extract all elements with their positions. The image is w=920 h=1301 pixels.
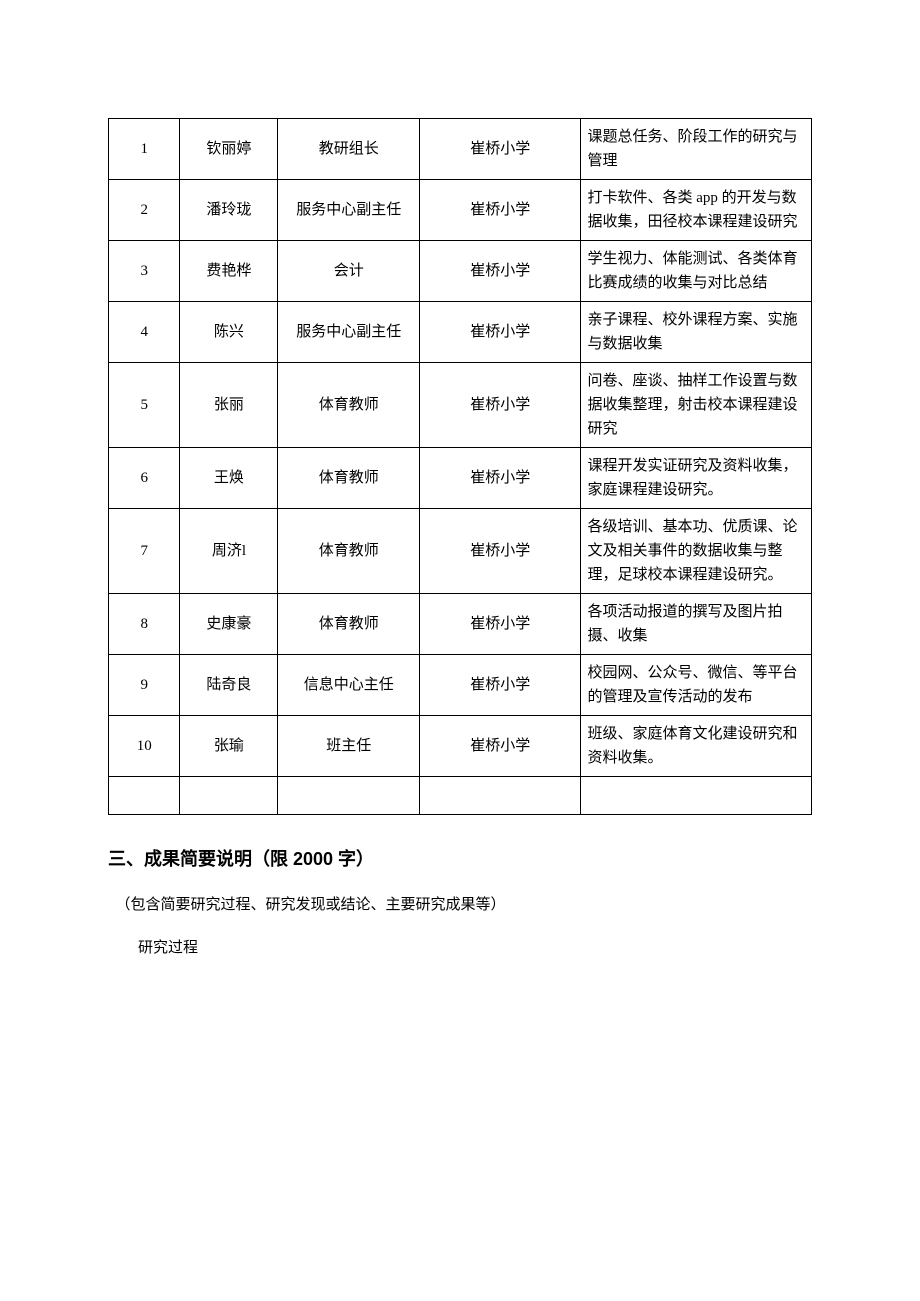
table-row-empty — [109, 777, 812, 815]
cell-school: 崔桥小学 — [420, 302, 581, 363]
cell-desc: 班级、家庭体育文化建设研究和资料收集。 — [581, 716, 812, 777]
cell-id: 1 — [109, 119, 180, 180]
table-row: 7 周济l 体育教师 崔桥小学 各级培训、基本功、优质课、论文及相关事件的数据收… — [109, 509, 812, 594]
cell-school: 崔桥小学 — [420, 655, 581, 716]
section-body: 研究过程 — [108, 936, 812, 957]
cell-name: 潘玲珑 — [180, 180, 278, 241]
cell-id: 6 — [109, 448, 180, 509]
cell-id: 5 — [109, 363, 180, 448]
section-heading: 三、成果简要说明（限 2000 字） — [108, 845, 812, 871]
table-row: 8 史康豪 体育教师 崔桥小学 各项活动报道的撰写及图片拍摄、收集 — [109, 594, 812, 655]
cell-id: 3 — [109, 241, 180, 302]
cell-empty — [420, 777, 581, 815]
table-row: 3 费艳桦 会计 崔桥小学 学生视力、体能测试、各类体育比赛成绩的收集与对比总结 — [109, 241, 812, 302]
cell-id: 7 — [109, 509, 180, 594]
cell-name: 王焕 — [180, 448, 278, 509]
cell-empty — [581, 777, 812, 815]
cell-name: 张丽 — [180, 363, 278, 448]
cell-role: 会计 — [278, 241, 420, 302]
cell-empty — [109, 777, 180, 815]
cell-name: 周济l — [180, 509, 278, 594]
cell-desc: 各项活动报道的撰写及图片拍摄、收集 — [581, 594, 812, 655]
cell-empty — [180, 777, 278, 815]
cell-id: 2 — [109, 180, 180, 241]
cell-school: 崔桥小学 — [420, 594, 581, 655]
cell-name: 陆奇良 — [180, 655, 278, 716]
table-row: 5 张丽 体育教师 崔桥小学 问卷、座谈、抽样工作设置与数据收集整理，射击校本课… — [109, 363, 812, 448]
section-subtext: （包含简要研究过程、研究发现或结论、主要研究成果等） — [108, 893, 812, 914]
cell-school: 崔桥小学 — [420, 119, 581, 180]
cell-desc: 打卡软件、各类 app 的开发与数据收集，田径校本课程建设研究 — [581, 180, 812, 241]
cell-school: 崔桥小学 — [420, 509, 581, 594]
cell-desc: 学生视力、体能测试、各类体育比赛成绩的收集与对比总结 — [581, 241, 812, 302]
cell-desc: 亲子课程、校外课程方案、实施与数据收集 — [581, 302, 812, 363]
cell-id: 8 — [109, 594, 180, 655]
members-table: 1 钦丽婷 教研组长 崔桥小学 课题总任务、阶段工作的研究与管理 2 潘玲珑 服… — [108, 118, 812, 815]
cell-role: 体育教师 — [278, 509, 420, 594]
cell-role: 体育教师 — [278, 448, 420, 509]
cell-school: 崔桥小学 — [420, 448, 581, 509]
table-row: 10 张瑜 班主任 崔桥小学 班级、家庭体育文化建设研究和资料收集。 — [109, 716, 812, 777]
cell-id: 9 — [109, 655, 180, 716]
cell-name: 费艳桦 — [180, 241, 278, 302]
cell-role: 服务中心副主任 — [278, 180, 420, 241]
cell-role: 服务中心副主任 — [278, 302, 420, 363]
cell-id: 10 — [109, 716, 180, 777]
cell-name: 张瑜 — [180, 716, 278, 777]
cell-name: 钦丽婷 — [180, 119, 278, 180]
table-row: 6 王焕 体育教师 崔桥小学 课程开发实证研究及资料收集，家庭课程建设研究。 — [109, 448, 812, 509]
cell-role: 班主任 — [278, 716, 420, 777]
table-row: 1 钦丽婷 教研组长 崔桥小学 课题总任务、阶段工作的研究与管理 — [109, 119, 812, 180]
cell-desc: 各级培训、基本功、优质课、论文及相关事件的数据收集与整理，足球校本课程建设研究。 — [581, 509, 812, 594]
cell-school: 崔桥小学 — [420, 180, 581, 241]
cell-name: 陈兴 — [180, 302, 278, 363]
cell-desc: 课题总任务、阶段工作的研究与管理 — [581, 119, 812, 180]
cell-id: 4 — [109, 302, 180, 363]
table-row: 2 潘玲珑 服务中心副主任 崔桥小学 打卡软件、各类 app 的开发与数据收集，… — [109, 180, 812, 241]
cell-role: 信息中心主任 — [278, 655, 420, 716]
cell-role: 体育教师 — [278, 363, 420, 448]
cell-school: 崔桥小学 — [420, 363, 581, 448]
table-row: 4 陈兴 服务中心副主任 崔桥小学 亲子课程、校外课程方案、实施与数据收集 — [109, 302, 812, 363]
cell-school: 崔桥小学 — [420, 716, 581, 777]
cell-role: 教研组长 — [278, 119, 420, 180]
cell-desc: 问卷、座谈、抽样工作设置与数据收集整理，射击校本课程建设研究 — [581, 363, 812, 448]
cell-desc: 课程开发实证研究及资料收集，家庭课程建设研究。 — [581, 448, 812, 509]
cell-empty — [278, 777, 420, 815]
cell-desc: 校园网、公众号、微信、等平台的管理及宣传活动的发布 — [581, 655, 812, 716]
cell-role: 体育教师 — [278, 594, 420, 655]
table-body: 1 钦丽婷 教研组长 崔桥小学 课题总任务、阶段工作的研究与管理 2 潘玲珑 服… — [109, 119, 812, 815]
cell-name: 史康豪 — [180, 594, 278, 655]
cell-school: 崔桥小学 — [420, 241, 581, 302]
table-row: 9 陆奇良 信息中心主任 崔桥小学 校园网、公众号、微信、等平台的管理及宣传活动… — [109, 655, 812, 716]
